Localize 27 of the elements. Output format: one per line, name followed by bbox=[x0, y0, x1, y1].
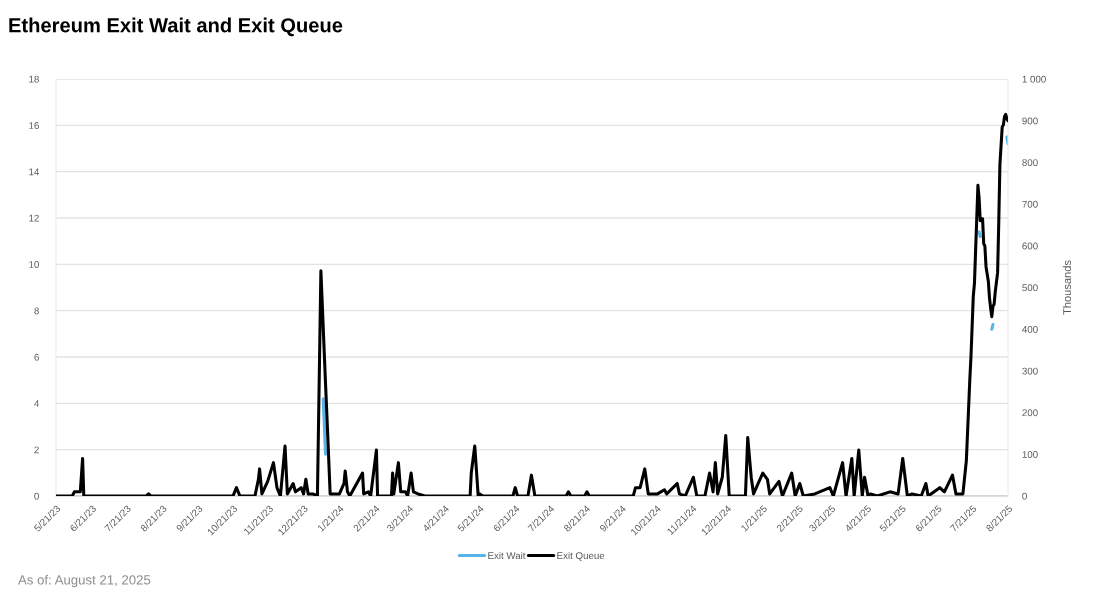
y2-tick-label: 0 bbox=[1022, 492, 1027, 500]
y2-tick-label: 200 bbox=[1022, 409, 1038, 417]
y-tick-label: 0 bbox=[34, 492, 39, 500]
y-tick-label: 18 bbox=[29, 75, 39, 83]
y2-tick-label: 100 bbox=[1022, 451, 1038, 458]
y-tick-label: 16 bbox=[29, 122, 39, 129]
y2-tick-label: 600 bbox=[1022, 242, 1038, 250]
y2-tick-label: 1 000 bbox=[1022, 75, 1046, 83]
y2-axis-title: Thousands bbox=[1062, 260, 1072, 315]
y2-tick-label: 700 bbox=[1022, 200, 1038, 208]
legend-label: Exit Queue bbox=[557, 551, 605, 561]
y2-tick-label: 800 bbox=[1022, 159, 1038, 167]
chart-title: Ethereum Exit Wait and Exit Queue bbox=[9, 17, 343, 37]
y-tick-label: 2 bbox=[34, 446, 39, 454]
y-tick-label: 8 bbox=[34, 307, 39, 315]
y2-tick-label: 900 bbox=[1022, 117, 1038, 125]
y2-tick-label: 300 bbox=[1022, 367, 1038, 375]
line-series bbox=[56, 112, 1008, 496]
y-tick-label: 4 bbox=[34, 400, 40, 407]
legend-label: Exit Wait bbox=[488, 551, 526, 560]
y2-tick-label: 400 bbox=[1022, 325, 1038, 333]
y-tick-label: 6 bbox=[34, 353, 39, 361]
y2-tick-label: 500 bbox=[1022, 284, 1038, 292]
y-tick-label: 12 bbox=[29, 214, 39, 222]
y-tick-label: 10 bbox=[29, 261, 39, 268]
text: As of: August 21, 2025 bbox=[18, 574, 151, 588]
y-tick-label: 14 bbox=[29, 168, 40, 176]
